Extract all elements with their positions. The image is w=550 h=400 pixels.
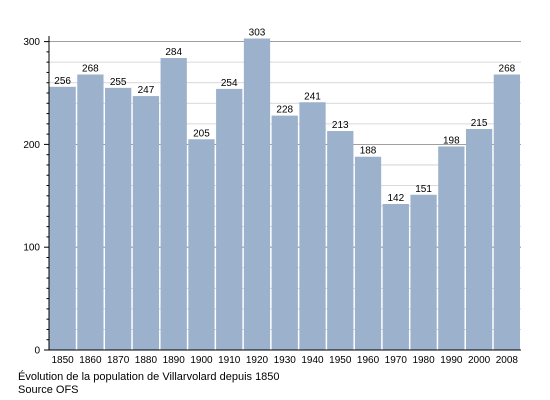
- y-tick-label-0: 0: [34, 346, 40, 357]
- x-tick-label-2000: 2000: [468, 355, 491, 366]
- chart-caption: Évolution de la population de Villarvola…: [18, 371, 280, 383]
- data-label-1910: 254: [221, 78, 238, 89]
- x-tick-label-1980: 1980: [412, 355, 435, 366]
- x-tick-label-1920: 1920: [246, 355, 269, 366]
- bar-1860: [77, 74, 104, 350]
- data-label-1930: 228: [276, 105, 293, 116]
- data-label-1860: 268: [82, 63, 99, 74]
- data-label-1880: 247: [138, 85, 155, 96]
- axes: 1850 1860 1870 1880 1890 1900 1910 1920 1930 1940…: [23, 36, 521, 366]
- bar-1890: [160, 58, 187, 350]
- bar-1910: [216, 88, 243, 351]
- chart-source: Source OFS: [18, 384, 79, 396]
- bars: [49, 38, 520, 351]
- bar-1980: [410, 194, 437, 350]
- bar-1870: [105, 87, 132, 350]
- data-label-2008: 268: [499, 63, 516, 74]
- y-tick-label-300: 300: [23, 37, 40, 48]
- x-tick-label-1900: 1900: [190, 355, 213, 366]
- data-label-1870: 255: [110, 77, 127, 88]
- bar-1850: [49, 86, 76, 350]
- x-tick-label-1970: 1970: [385, 355, 408, 366]
- data-labels: 256 268 255 247 284 205 254 303 228 241 213 188 142 1…: [54, 28, 515, 205]
- data-label-1950: 213: [332, 120, 349, 131]
- data-label-1900: 205: [193, 128, 210, 139]
- bar-2000: [465, 128, 493, 350]
- x-tick-label-1960: 1960: [357, 355, 380, 366]
- bar-2008: [493, 74, 520, 350]
- bar-1900: [188, 139, 215, 350]
- y-tick-label-200: 200: [23, 140, 40, 151]
- x-tick-label-1870: 1870: [107, 355, 130, 366]
- data-label-1960: 188: [360, 146, 377, 157]
- bar-1970: [382, 204, 409, 350]
- data-label-1850: 256: [54, 76, 71, 87]
- bar-1880: [132, 96, 160, 351]
- bar-1940: [299, 102, 326, 350]
- x-tick-label-1850: 1850: [52, 355, 75, 366]
- x-tick-label-1990: 1990: [440, 355, 463, 366]
- x-tick-label-1860: 1860: [79, 355, 102, 366]
- x-tick-label-1930: 1930: [274, 355, 297, 366]
- y-tick-label-100: 100: [23, 243, 40, 254]
- data-label-1990: 198: [443, 135, 460, 146]
- bar-1950: [327, 131, 354, 350]
- bar-1960: [354, 156, 382, 350]
- bar-1990: [438, 146, 465, 350]
- data-label-2000: 215: [471, 118, 488, 129]
- data-label-1890: 284: [165, 47, 182, 58]
- data-label-1920: 303: [249, 28, 266, 39]
- data-label-1970: 142: [387, 193, 404, 204]
- x-tick-label-1950: 1950: [329, 355, 352, 366]
- data-label-1980: 151: [415, 184, 432, 195]
- x-tick-label-2008: 2008: [496, 355, 519, 366]
- x-tick-label-1910: 1910: [218, 355, 241, 366]
- x-tick-label-1880: 1880: [135, 355, 158, 366]
- x-tick-label-1940: 1940: [301, 355, 324, 366]
- x-tick-label-1890: 1890: [163, 355, 186, 366]
- bar-1930: [271, 115, 298, 350]
- bar-1920: [243, 38, 271, 350]
- data-label-1940: 241: [304, 91, 321, 102]
